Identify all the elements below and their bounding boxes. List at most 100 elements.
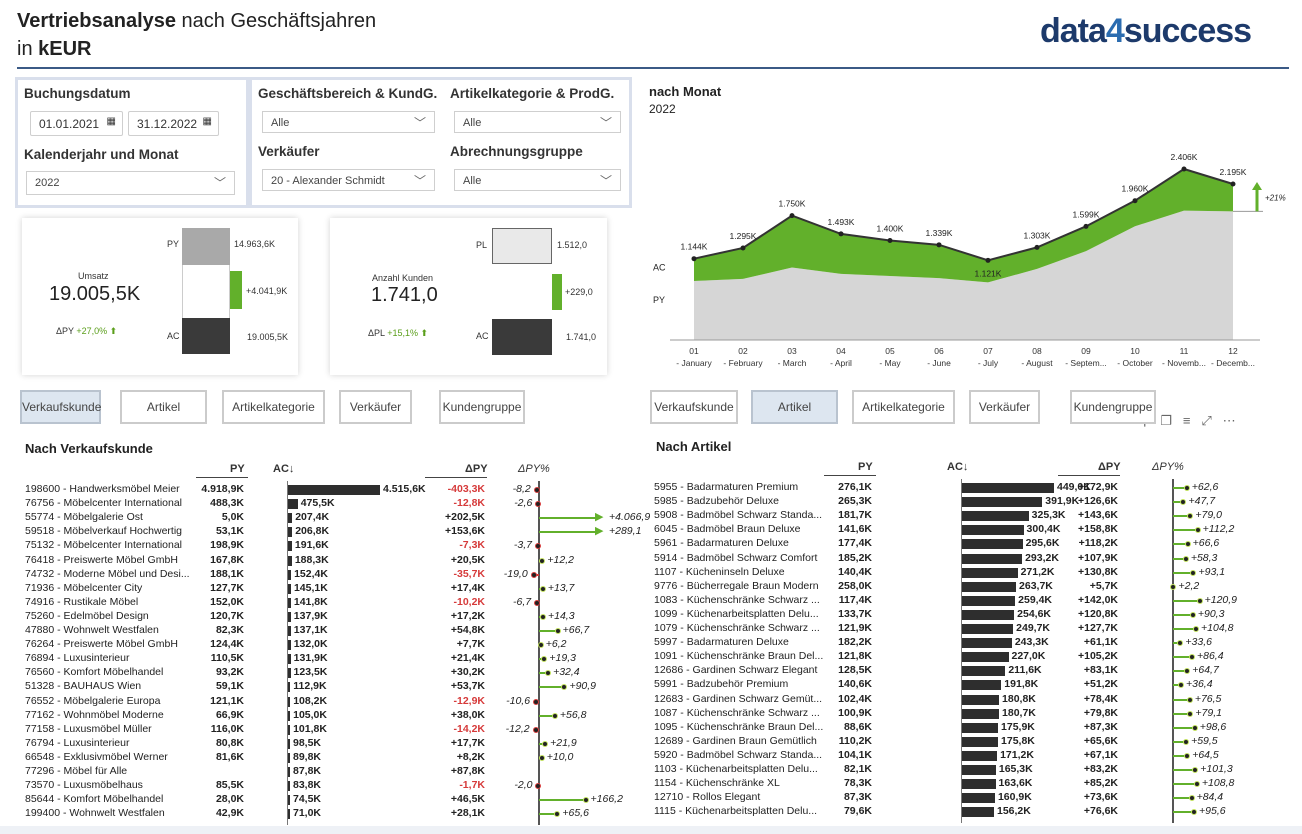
table-row[interactable]: 1107 - Kücheninseln Deluxe 140,4K 271,2K +1…	[654, 566, 1254, 580]
ac-bar	[962, 609, 1015, 620]
table-row[interactable]: 5991 - Badzubehör Premium 140,6K 191,8K +51…	[654, 678, 1254, 692]
table-row[interactable]: 75132 - Möbelcenter International 198,9K 1…	[25, 539, 625, 553]
table-row[interactable]: 5908 - Badmöbel Schwarz Standa... 181,7K 3…	[654, 509, 1254, 523]
table-row[interactable]: 1095 - Küchenschränke Braun Del... 88,6K 1…	[654, 721, 1254, 735]
column-header-ac[interactable]: AC↓	[273, 463, 295, 475]
row-label: 12686 - Gardinen Schwarz Elegant	[654, 664, 818, 677]
date-to-input[interactable]: 31.12.2022 ▦	[128, 111, 219, 136]
tab-verkäufer[interactable]: Verkäufer	[969, 390, 1040, 424]
column-header-delta[interactable]: ΔPY	[465, 463, 488, 475]
tab-verkäufer[interactable]: Verkäufer	[339, 390, 412, 424]
table-row[interactable]: 76560 - Komfort Möbelhandel 93,2K 123,5K +3…	[25, 666, 625, 680]
table-row[interactable]: 1154 - Küchenschränke XL 78,3K 163,6K +85,2…	[654, 777, 1254, 791]
copy-icon[interactable]: ❐	[1160, 413, 1173, 428]
table-row[interactable]: 199400 - Wohnwelt Westfalen 42,9K 71,0K +28…	[25, 807, 625, 821]
table-row[interactable]: 71936 - Möbelcenter City 127,7K 145,1K +17,…	[25, 582, 625, 596]
ac-bar	[492, 319, 552, 355]
table-row[interactable]: 74732 - Moderne Möbel und Desi... 188,1K 1…	[25, 568, 625, 582]
ac-bar	[962, 483, 1054, 493]
row-label: 74916 - Rustikale Möbel	[25, 595, 139, 608]
table-row[interactable]: 47880 - Wohnwelt Westfalen 82,3K 137,1K +54…	[25, 624, 625, 638]
table-row[interactable]: 5914 - Badmöbel Schwarz Comfort 185,2K 293…	[654, 552, 1254, 566]
filter-icon[interactable]: ≡	[1182, 413, 1191, 428]
table-row[interactable]: 1079 - Küchenschränke Schwarz ... 121,9K 2…	[654, 622, 1254, 636]
table-row[interactable]: 1099 - Küchenarbeitsplatten Delu... 133,7…	[654, 608, 1254, 622]
kpi-delta: ΔPY +27,0% ⬆	[56, 326, 118, 336]
business-unit-dropdown[interactable]: Alle ﹀	[262, 111, 435, 133]
column-header-delta-percent[interactable]: ΔPY%	[518, 463, 550, 475]
billing-group-dropdown[interactable]: Alle ﹀	[454, 169, 621, 191]
table-row[interactable]: 1091 - Küchenschränke Braun Del... 121,8K…	[654, 650, 1254, 664]
table-row[interactable]: 198600 - Handwerksmöbel Meier 4.918,9K 4.5…	[25, 483, 625, 497]
table-row[interactable]: 1115 - Küchenarbeitsplatten Delu... 79,6K…	[654, 805, 1254, 819]
table-row[interactable]: 5961 - Badarmaturen Deluxe 177,4K 295,6K +1…	[654, 537, 1254, 551]
date-from-input[interactable]: 01.01.2021 ▦	[30, 111, 123, 136]
more-options-icon[interactable]: ⋯	[1222, 413, 1236, 428]
table-row[interactable]: 76894 - Luxusinterieur 110,5K 131,9K +21,4K…	[25, 652, 625, 666]
delta-percent-bar	[539, 813, 558, 816]
table-row[interactable]: 76552 - Möbelgalerie Europa 121,1K 108,2K -…	[25, 695, 625, 709]
table-row[interactable]: 55774 - Möbelgalerie Ost 5,0K 207,4K +202,5…	[25, 511, 650, 525]
ac-point	[887, 237, 893, 243]
table-row[interactable]: 77296 - Möbel für Alle 87,8K +87,8K	[25, 765, 625, 779]
article-category-dropdown[interactable]: Alle ﹀	[454, 111, 621, 133]
tab-verkaufskunde[interactable]: Verkaufskunde	[20, 390, 101, 424]
table-row[interactable]: 12683 - Gardinen Schwarz Gemüt... 102,4K 1…	[654, 693, 1254, 707]
table-row[interactable]: 5997 - Badarmaturen Deluxe 182,2K 243,3K +6…	[654, 636, 1254, 650]
table-row[interactable]: 5955 - Badarmaturen Premium 276,1K 449,0K +…	[654, 481, 1254, 495]
table-row[interactable]: 1103 - Küchenarbeitsplatten Delu... 82,1K…	[654, 763, 1254, 777]
table-row[interactable]: 66548 - Exklusivmöbel Werner 81,6K 89,8K +8…	[25, 751, 625, 765]
calendar-icon[interactable]: ▦	[106, 116, 116, 127]
tab-verkaufskunde[interactable]: Verkaufskunde	[650, 390, 738, 424]
tab-artikelkategorie[interactable]: Artikelkategorie	[222, 390, 325, 424]
table-row[interactable]: 5985 - Badzubehör Deluxe 265,3K 391,9K +126…	[654, 495, 1254, 509]
table-row[interactable]: 51328 - BAUHAUS Wien 59,1K 112,9K +53,7K +90…	[25, 680, 625, 694]
up-arrow-icon	[1252, 181, 1262, 190]
table-row[interactable]: 74916 - Rustikale Möbel 152,0K 141,8K -10,2…	[25, 596, 625, 610]
ac-bar	[962, 652, 1009, 663]
table-row[interactable]: 12686 - Gardinen Schwarz Elegant 128,5K 21…	[654, 664, 1254, 678]
ac-value: 207,4K	[295, 511, 330, 524]
table-row[interactable]: 76418 - Preiswerte Möbel GmbH 167,8K 188,3…	[25, 554, 625, 568]
table-row[interactable]: 76264 - Preiswerte Möbel GmbH 124,4K 132,0…	[25, 638, 625, 652]
table-row[interactable]: 6045 - Badmöbel Braun Deluxe 141,6K 300,4K…	[654, 523, 1254, 537]
row-label: 85644 - Komfort Möbelhandel	[25, 793, 164, 806]
table-row[interactable]: 59518 - Möbelverkauf Hochwertig 53,1K 206,…	[25, 525, 641, 539]
table-row[interactable]: 77158 - Luxusmöbel Müller 116,0K 101,8K -14…	[25, 723, 625, 737]
table-row[interactable]: 1083 - Küchenschränke Schwarz ... 117,4K 2…	[654, 594, 1254, 608]
column-header-delta-percent[interactable]: ΔPY%	[1152, 461, 1184, 473]
tab-artikel[interactable]: Artikel	[120, 390, 207, 424]
month-tick-label: 06	[934, 346, 944, 356]
calendar-icon[interactable]: ▦	[202, 116, 212, 127]
tab-kundengruppe[interactable]: Kundengruppe	[439, 390, 525, 424]
column-header-delta[interactable]: ΔPY	[1098, 461, 1121, 473]
ac-bar	[962, 765, 996, 775]
table-row[interactable]: 85644 - Komfort Möbelhandel 28,0K 74,5K +46…	[25, 793, 625, 807]
table-row[interactable]: 76794 - Luxusinterieur 80,8K 98,5K +17,7K +2…	[25, 737, 625, 751]
table-row[interactable]: 76756 - Möbelcenter International 488,3K 4…	[25, 497, 625, 511]
table-row[interactable]: 77162 - Wohnmöbel Moderne 66,9K 105,0K +38,…	[25, 709, 625, 723]
calendar-month-dropdown[interactable]: 2022 ﹀	[26, 171, 235, 195]
table-row[interactable]: 75260 - Edelmöbel Design 120,7K 137,9K +17,…	[25, 610, 625, 624]
py-value: 59,1K	[215, 680, 244, 693]
table-row[interactable]: 1087 - Küchenschränke Schwarz ... 100,9K 1…	[654, 707, 1254, 721]
table-row[interactable]: 12710 - Rollos Elegant 87,3K 160,9K +73,6K +…	[654, 791, 1254, 805]
focus-mode-icon[interactable]: ⤢	[1201, 413, 1212, 428]
table-row[interactable]: 73570 - Luxusmöbelhaus 85,5K 83,8K -1,7K -2,…	[25, 779, 625, 793]
column-header-ac[interactable]: AC↓	[947, 461, 969, 473]
table-row[interactable]: 5920 - Badmöbel Schwarz Standa... 104,1K 1…	[654, 749, 1254, 763]
delta-percent-value: +90,9	[569, 680, 597, 693]
tab-artikelkategorie[interactable]: Artikelkategorie	[852, 390, 955, 424]
tab-kundengruppe[interactable]: Kundengruppe	[1070, 390, 1156, 424]
delta-percent-value: +21,9	[550, 736, 577, 749]
seller-dropdown[interactable]: 20 - Alexander Schmidt ﹀	[262, 169, 435, 191]
table-row[interactable]: 9776 - Bücherregale Braun Modern 258,0K 26…	[654, 580, 1254, 594]
delta-percent-value: +84,4	[1196, 791, 1224, 804]
delta-bar	[230, 271, 242, 309]
ac-value: 191,6K	[294, 539, 329, 552]
column-header-py[interactable]: PY	[858, 461, 873, 473]
column-header-py[interactable]: PY	[230, 463, 245, 475]
table-row[interactable]: 12689 - Gardinen Braun Gemütlich 110,2K 17…	[654, 735, 1254, 749]
tab-artikel[interactable]: Artikel	[751, 390, 838, 424]
row-label: 1154 - Küchenschränke XL	[654, 777, 780, 790]
